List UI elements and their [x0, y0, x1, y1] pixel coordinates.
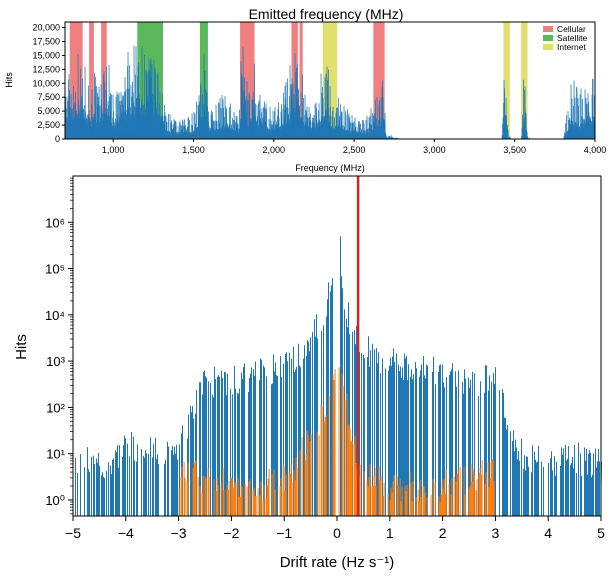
drift-y-tick-label: 10⁰ — [45, 493, 65, 508]
drift-rate-chart: 10⁰ 10¹ 10² 10³ 10⁴ 10⁵ 10⁶ −5 −4 −3 −2 −1 0 1 2 3 4 5 H… — [13, 175, 605, 571]
legend-label-satellite: Satellite — [557, 33, 588, 43]
frequency-y-tick-label: 2,500 — [37, 120, 60, 130]
frequency-x-tick-label: 4,000 — [584, 145, 607, 155]
drift-y-tick-label: 10² — [46, 400, 65, 415]
frequency-chart: Emitted frequency (MHz) 0 2,500 5,000 7,500… — [4, 6, 606, 173]
frequency-y-tick-label: 10,000 — [32, 78, 60, 88]
frequency-y-tick-label: 15,000 — [32, 50, 60, 60]
frequency-y-tick-label: 5,000 — [37, 106, 60, 116]
frequency-x-tick-label: 3,500 — [503, 145, 526, 155]
frequency-y-tick-label: 7,500 — [37, 92, 60, 102]
drift-y-axis-label: Hits — [13, 334, 30, 360]
frequency-x-tick-label: 2,000 — [263, 145, 286, 155]
drift-filtered-hits-histogram — [178, 367, 496, 516]
frequency-x-axis: 1,000 1,500 2,000 2,500 3,000 3,500 4,000 — [102, 139, 606, 155]
drift-x-tick-label: 3 — [492, 525, 500, 541]
frequency-band-cellular-6 — [291, 22, 298, 139]
frequency-x-tick-label: 2,500 — [343, 145, 366, 155]
drift-all-hits-histogram — [73, 236, 602, 516]
drift-y-tick-label: 10⁶ — [45, 215, 65, 230]
frequency-x-axis-label: Frequency (MHz) — [295, 163, 365, 173]
drift-y-tick-label: 10³ — [46, 354, 65, 369]
drift-x-tick-label: −3 — [171, 525, 187, 541]
drift-x-tick-label: −1 — [276, 525, 292, 541]
frequency-band-cellular-7 — [299, 22, 303, 139]
drift-x-tick-label: 0 — [333, 525, 341, 541]
drift-x-axis: −5 −4 −3 −2 −1 0 1 2 3 4 5 — [65, 516, 605, 541]
frequency-band-internet-10 — [503, 22, 510, 139]
drift-y-axis: 10⁰ 10¹ 10² 10³ 10⁴ 10⁵ 10⁶ — [45, 177, 73, 515]
legend-label-internet: Internet — [557, 42, 586, 52]
frequency-x-tick-label: 3,000 — [423, 145, 446, 155]
frequency-band-cellular-0 — [69, 22, 83, 139]
legend-label-cellular: Cellular — [557, 24, 586, 34]
drift-y-tick-label: 10⁴ — [45, 308, 65, 323]
legend-swatch-satellite — [543, 35, 553, 41]
drift-y-tick-label: 10⁵ — [45, 262, 65, 277]
drift-x-tick-label: 5 — [597, 525, 605, 541]
frequency-y-axis: 0 2,500 5,000 7,500 10,000 12,500 15,000 17,500… — [32, 23, 65, 144]
frequency-x-tick-label: 1,000 — [102, 145, 125, 155]
frequency-y-tick-label: 12,500 — [32, 64, 60, 74]
frequency-y-axis-label: Hits — [4, 72, 14, 88]
drift-x-axis-label: Drift rate (Hz s⁻¹) — [280, 554, 395, 571]
frequency-x-tick-label: 1,500 — [182, 145, 205, 155]
legend-swatch-cellular — [543, 26, 553, 32]
frequency-y-tick-label: 17,500 — [32, 37, 60, 47]
drift-x-tick-label: 4 — [544, 525, 552, 541]
drift-x-tick-label: −5 — [65, 525, 81, 541]
frequency-plot-frame — [64, 21, 596, 140]
drift-y-tick-label: 10¹ — [46, 447, 65, 462]
legend-swatch-internet — [543, 44, 553, 50]
frequency-chart-title: Emitted frequency (MHz) — [249, 6, 404, 22]
drift-x-tick-label: −2 — [223, 525, 239, 541]
frequency-y-tick-label: 0 — [55, 134, 60, 144]
drift-x-tick-label: 2 — [439, 525, 447, 541]
drift-x-tick-label: 1 — [386, 525, 394, 541]
frequency-band-internet-11 — [521, 22, 528, 139]
frequency-band-cellular-1 — [89, 22, 94, 139]
frequency-band-cellular-9 — [373, 22, 385, 139]
frequency-y-tick-label: 20,000 — [32, 23, 60, 33]
drift-x-tick-label: −4 — [118, 525, 134, 541]
